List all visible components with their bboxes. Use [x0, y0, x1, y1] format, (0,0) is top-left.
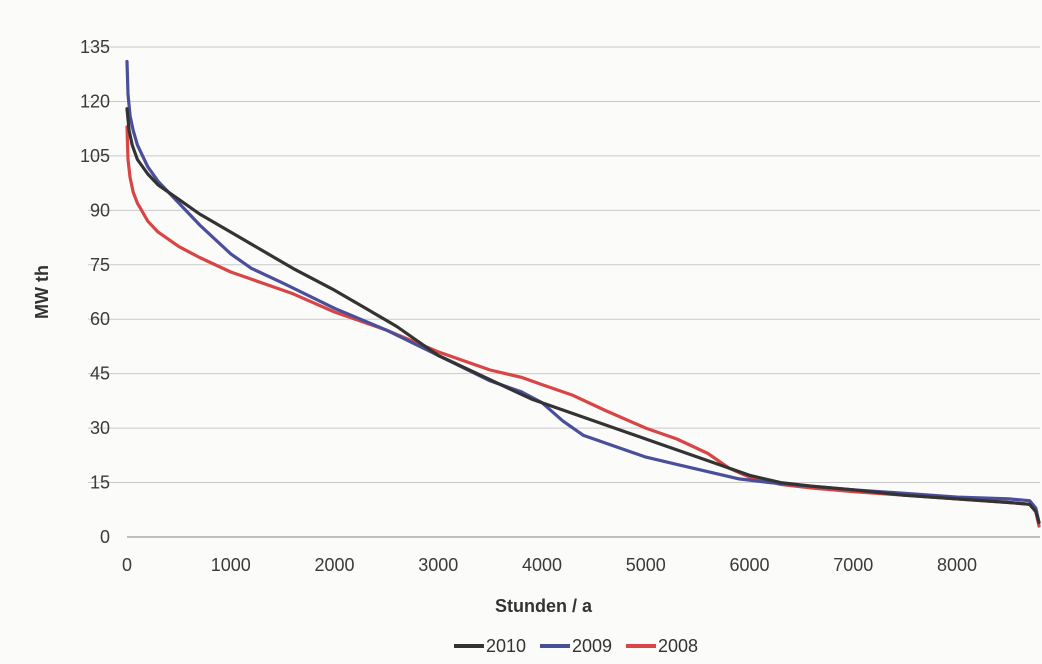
- x-tick-label: 0: [122, 555, 132, 575]
- x-tick-label: 7000: [833, 555, 873, 575]
- gridlines: [88, 46, 1040, 484]
- x-tick-label: 3000: [418, 555, 458, 575]
- x-tick-label: 6000: [729, 555, 769, 575]
- y-tick-label: 75: [90, 255, 110, 275]
- series-line-2008: [125, 125, 1041, 528]
- x-tick-label: 5000: [626, 555, 666, 575]
- legend: 2010 2009 2008: [454, 636, 698, 656]
- x-tick-label: 1000: [211, 555, 251, 575]
- series-lines: [125, 59, 1041, 528]
- y-axis-title: MW th: [32, 265, 52, 319]
- y-axis-ticks: 0 15 30 45 60 75 90 105 120 135: [80, 37, 110, 547]
- y-tick-label: 120: [80, 91, 110, 111]
- series-line-2009: [125, 59, 1041, 525]
- x-tick-label: 8000: [937, 555, 977, 575]
- x-tick-label: 2000: [314, 555, 354, 575]
- x-axis-ticks: 0 1000 2000 3000 4000 5000 6000 7000 8000: [122, 555, 977, 575]
- x-axis-title: Stunden / a: [495, 596, 593, 616]
- legend-label-2008: 2008: [658, 636, 698, 656]
- legend-label-2010: 2010: [486, 636, 526, 656]
- legend-label-2009: 2009: [572, 636, 612, 656]
- y-tick-label: 45: [90, 364, 110, 384]
- y-tick-label: 135: [80, 37, 110, 57]
- y-tick-label: 90: [90, 200, 110, 220]
- y-tick-label: 15: [90, 473, 110, 493]
- y-tick-label: 30: [90, 418, 110, 438]
- y-tick-label: 0: [100, 527, 110, 547]
- x-tick-label: 4000: [522, 555, 562, 575]
- y-tick-label: 60: [90, 309, 110, 329]
- series-line-2010: [125, 107, 1041, 525]
- y-tick-label: 105: [80, 146, 110, 166]
